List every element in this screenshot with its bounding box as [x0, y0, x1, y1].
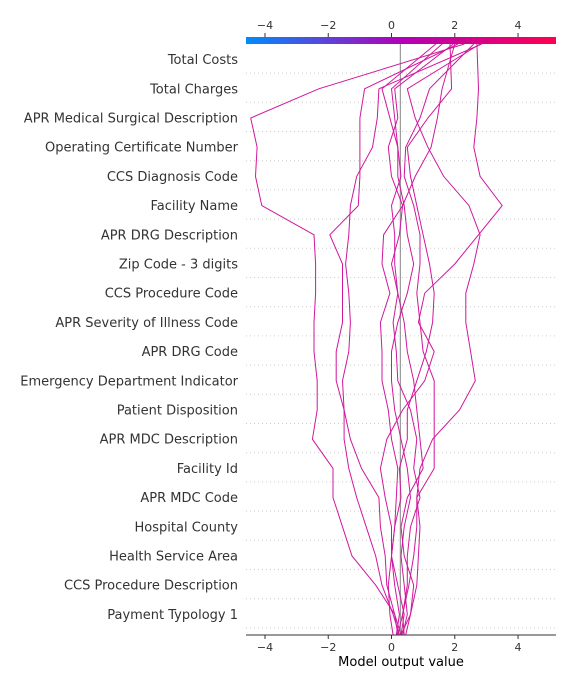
feature-label: Total Charges: [149, 82, 238, 97]
decision-path-2: [390, 43, 443, 636]
feature-label: APR DRG Code: [142, 345, 238, 360]
decision-path-9: [341, 43, 482, 636]
feature-labels: Total Costs Total Charges APR Medical Surg…: [20, 53, 238, 623]
tick-label: −4: [257, 19, 273, 32]
feature-label: Operating Certificate Number: [45, 141, 239, 156]
feature-label: APR MDC Code: [140, 491, 238, 506]
tick-label: 4: [515, 19, 522, 32]
feature-label: Hospital County: [135, 520, 239, 535]
bottom-axis: −4 −2 0 2 4: [246, 634, 556, 654]
top-axis: −4 −2 0 2 4: [257, 19, 522, 37]
feature-label: CCS Procedure Code: [105, 287, 238, 302]
grid-lines: [246, 72, 556, 629]
feature-label: APR DRG Description: [101, 228, 238, 243]
feature-label: Facility Id: [177, 462, 238, 477]
feature-label: Facility Name: [150, 199, 238, 214]
colorbar: [246, 37, 556, 44]
decision-path-1: [387, 43, 454, 636]
tick-label: −2: [320, 19, 336, 32]
decision-path-5: [405, 43, 481, 636]
feature-label: Total Costs: [167, 53, 238, 68]
tick-label: −2: [320, 641, 336, 654]
x-axis-title: Model output value: [338, 655, 464, 670]
feature-label: Emergency Department Indicator: [20, 374, 238, 389]
feature-label: CCS Diagnosis Code: [107, 170, 238, 185]
decision-path-3: [381, 43, 437, 636]
feature-label: Payment Typology 1: [107, 608, 238, 623]
tick-label: 4: [515, 641, 522, 654]
decision-path-8: [379, 43, 503, 636]
feature-label: Zip Code - 3 digits: [119, 258, 238, 273]
decision-path-4: [402, 43, 475, 636]
tick-label: −4: [257, 641, 273, 654]
decision-path-7: [379, 43, 456, 636]
feature-label: APR MDC Description: [100, 433, 238, 448]
decision-path-11: [250, 43, 465, 636]
tick-label: 0: [388, 19, 395, 32]
feature-label: Patient Disposition: [117, 404, 238, 419]
tick-label: 2: [451, 641, 458, 654]
tick-label: 0: [388, 641, 395, 654]
feature-label: Health Service Area: [109, 550, 238, 565]
tick-label: 2: [451, 19, 458, 32]
feature-label: APR Severity of Illness Code: [55, 316, 238, 331]
feature-label: APR Medical Surgical Description: [24, 112, 238, 127]
feature-label: CCS Procedure Description: [64, 579, 238, 594]
decision-paths: [250, 43, 503, 636]
decision-path-10: [329, 43, 459, 636]
